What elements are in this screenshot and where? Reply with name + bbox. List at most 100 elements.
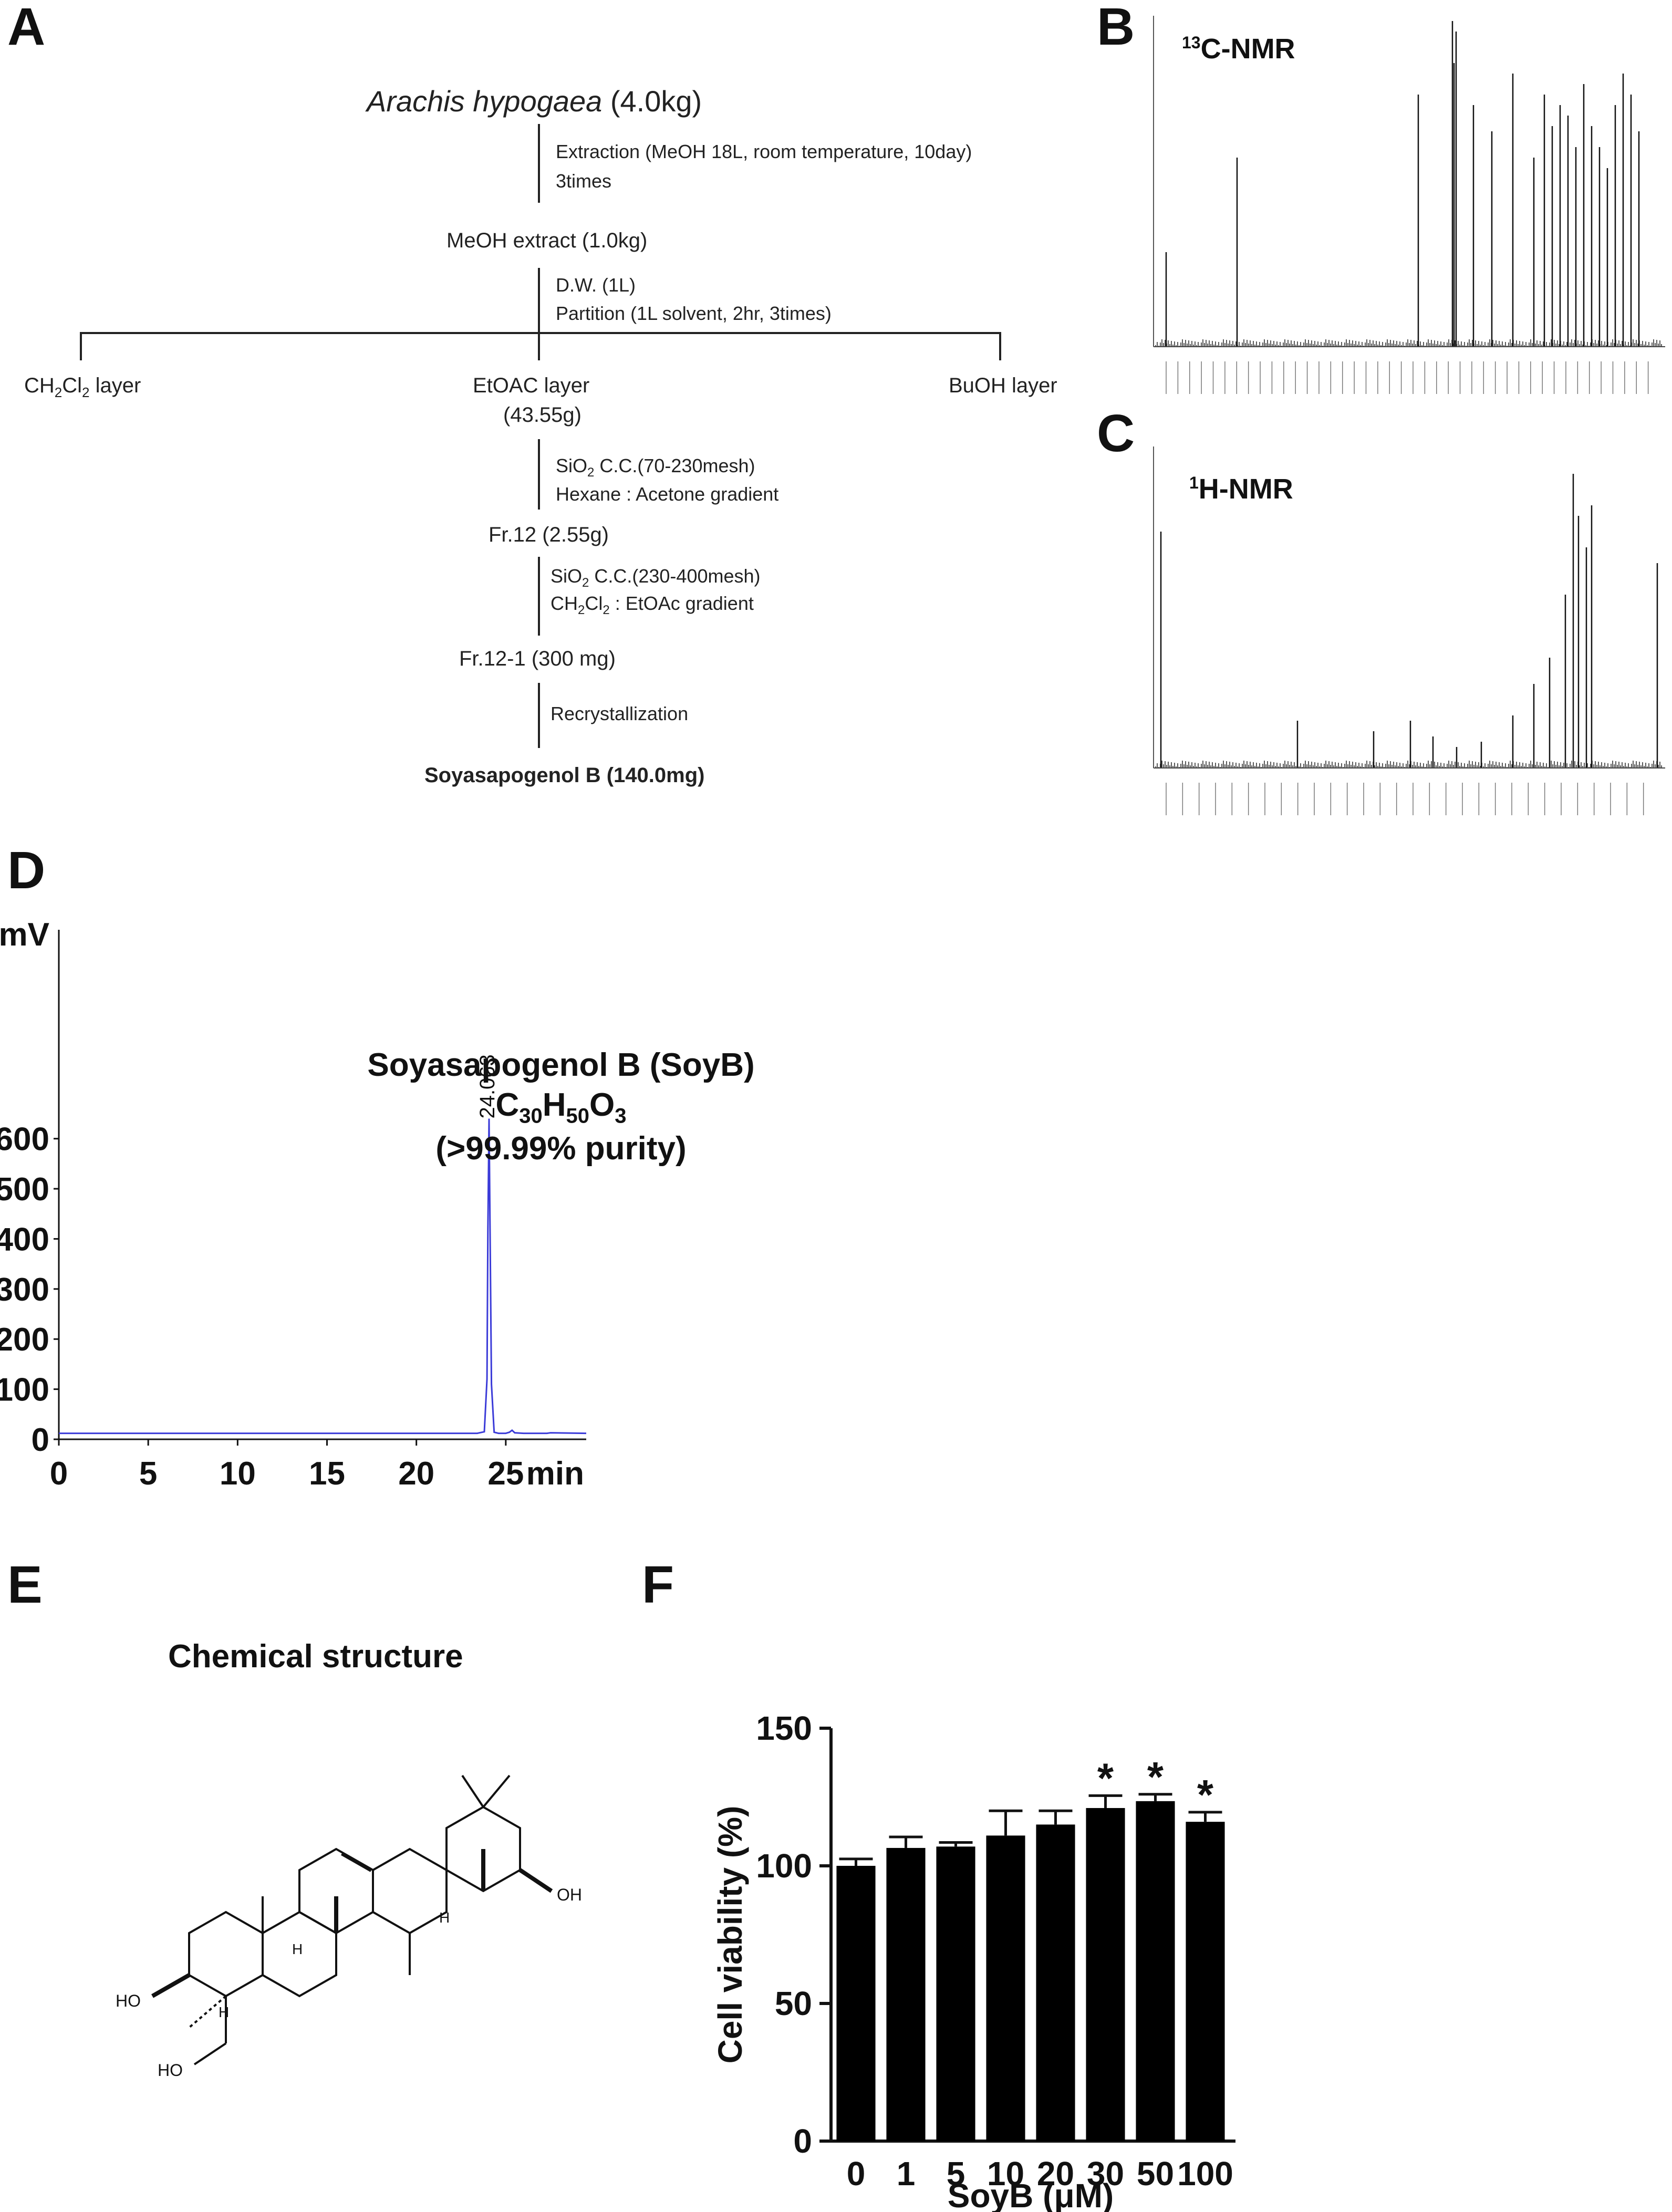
hplc-x-axis-label: min xyxy=(526,1456,584,1492)
hplc-y-tick-label: 400 xyxy=(0,1221,49,1258)
viability-bar xyxy=(1136,1801,1175,2141)
hplc-y-axis-label: mV xyxy=(0,917,49,953)
hplc-annotation: Soyasapogenol B (SoyB) C30H50O3 (>99.99%… xyxy=(351,1045,771,1168)
recrystallization-step: Recrystallization xyxy=(551,703,689,724)
hplc-chromatogram: 0 100 200 300 400 500 600 0 5 10 15 20 25 min mV 24.063 xyxy=(0,917,587,1492)
bar-x-tick-label: 0 xyxy=(847,2155,866,2193)
structure-title: Chemical structure xyxy=(168,1638,463,1675)
c13-nmr-spectrum xyxy=(1153,16,1665,394)
significance-marker: * xyxy=(1097,1754,1114,1801)
partition-branch-line xyxy=(80,332,1001,334)
bar-x-tick-label: 1 xyxy=(897,2155,916,2193)
viability-bar xyxy=(836,1866,876,2141)
hplc-x-tick-label: 15 xyxy=(309,1456,345,1492)
hplc-peak-label: 24.063 xyxy=(476,1054,499,1118)
bar-x-tick-label: 50 xyxy=(1137,2155,1174,2193)
final-product: Soyasapogenol B (140.0mg) xyxy=(424,764,705,787)
h1-nmr-peak-ticks xyxy=(1166,783,1644,815)
structure-label-h: H xyxy=(219,2004,229,2020)
fraction-12: Fr.12 (2.55g) xyxy=(489,523,609,546)
c13-nmr-label: 13C-NMR xyxy=(1182,33,1295,65)
column2-solvent: CH2Cl2 : EtOAc gradient xyxy=(551,593,754,618)
hplc-trace-line xyxy=(59,1118,587,1435)
soyasapogenol-b-structure: OH HO HO H H H xyxy=(116,1774,582,2080)
source-amount: (4.0kg) xyxy=(602,85,702,118)
hplc-x-tick-label: 10 xyxy=(220,1456,256,1492)
bar-x-axis-label: SoyB (μM) xyxy=(948,2177,1114,2212)
significance-marker: * xyxy=(1147,1753,1164,1800)
flow-connector xyxy=(80,332,82,360)
bar-y-tick-label: 100 xyxy=(756,1847,812,1885)
source-species: Arachis hypogaea xyxy=(367,85,603,118)
hplc-y-tick-label: 0 xyxy=(32,1422,49,1458)
ch2cl2-layer: CH2Cl2 layer xyxy=(24,374,141,400)
bar-y-axis-label: Cell viability (%) xyxy=(711,1806,749,2064)
hplc-y-tick-label: 200 xyxy=(0,1322,49,1358)
partition-step: Partition (1L solvent, 2hr, 3times) xyxy=(556,303,832,324)
hplc-x-tick-label: 25 xyxy=(487,1456,524,1492)
viability-bar xyxy=(1086,1808,1125,2141)
viability-bar xyxy=(936,1846,975,2141)
bar-y-tick-label: 50 xyxy=(775,1985,812,2022)
bar-x-tick-label: 30 xyxy=(1087,2155,1124,2193)
hplc-y-tick-label: 100 xyxy=(0,1372,49,1408)
flow-connector xyxy=(538,683,540,748)
h1-nmr-peaks xyxy=(1155,474,1662,768)
panel-label-c: C xyxy=(1097,404,1135,463)
bar-y-tick-label: 150 xyxy=(756,1709,812,1747)
buoh-layer: BuOH layer xyxy=(949,374,1057,397)
panel-label-f: F xyxy=(642,1555,674,1614)
viability-bar xyxy=(1186,1822,1225,2141)
partition-water: D.W. (1L) xyxy=(556,274,636,296)
structure-label-ho-2: HO xyxy=(158,2061,183,2080)
bar-x-tick-label: 100 xyxy=(1177,2155,1233,2193)
bar-y-tick-label: 0 xyxy=(793,2122,812,2160)
significance-marker: * xyxy=(1197,1771,1214,1818)
hplc-y-tick-label: 300 xyxy=(0,1272,49,1308)
viability-bar xyxy=(986,1835,1025,2141)
hplc-x-tick-label: 5 xyxy=(139,1456,157,1492)
c13-nmr-peaks xyxy=(1155,21,1662,347)
column2-step: SiO2 C.C.(230-400mesh) xyxy=(551,565,761,590)
meoh-extract: MeOH extract (1.0kg) xyxy=(446,229,648,252)
flow-connector xyxy=(538,439,540,510)
h1-nmr-label: 1H-NMR xyxy=(1189,473,1293,505)
hplc-x-tick-label: 20 xyxy=(398,1456,434,1492)
viability-bar xyxy=(886,1847,926,2141)
bar-x-tick-label: 10 xyxy=(987,2155,1024,2193)
purity-label: (>99.99% purity) xyxy=(435,1130,687,1167)
etoac-amount: (43.55g) xyxy=(503,403,581,427)
bar-x-tick-label: 5 xyxy=(947,2155,965,2193)
panel-label-e: E xyxy=(7,1555,43,1614)
hplc-y-tick-label: 600 xyxy=(0,1121,49,1158)
fraction-12-1: Fr.12-1 (300 mg) xyxy=(459,647,616,670)
compound-name: Soyasapogenol B (SoyB) xyxy=(367,1047,755,1083)
flow-connector xyxy=(999,332,1001,360)
viability-bar xyxy=(1036,1824,1075,2141)
molecular-formula: C30H50O3 xyxy=(495,1086,627,1128)
flow-connector xyxy=(538,268,540,360)
hplc-x-tick-label: 0 xyxy=(50,1456,68,1492)
bar-x-tick-label: 20 xyxy=(1037,2155,1074,2193)
flow-connector xyxy=(538,124,540,203)
h1-nmr-spectrum xyxy=(1153,446,1665,815)
column1-solvent: Hexane : Acetone gradient xyxy=(556,483,779,505)
panel-label-a: A xyxy=(7,0,46,56)
source-plant: Arachis hypogaea (4.0kg) xyxy=(367,84,702,118)
structure-label-oh: OH xyxy=(557,1885,582,1904)
extraction-step: Extraction (MeOH 18L, room temperature, … xyxy=(556,141,972,162)
hplc-y-tick-label: 500 xyxy=(0,1171,49,1208)
etoac-layer: EtOAC layer xyxy=(473,374,590,397)
structure-label-h: H xyxy=(439,1909,450,1926)
structure-label-h: H xyxy=(292,1941,303,1957)
panel-label-b: B xyxy=(1097,0,1135,56)
hplc-axes xyxy=(54,930,586,1446)
flow-connector xyxy=(538,557,540,636)
ring-skeleton xyxy=(151,1774,553,2065)
column1-step: SiO2 C.C.(70-230mesh) xyxy=(556,455,755,480)
panel-label-d: D xyxy=(7,841,46,900)
c13-nmr-peak-ticks xyxy=(1166,361,1649,394)
extraction-repeats: 3times xyxy=(556,170,612,192)
structure-label-ho: HO xyxy=(116,1991,141,2010)
